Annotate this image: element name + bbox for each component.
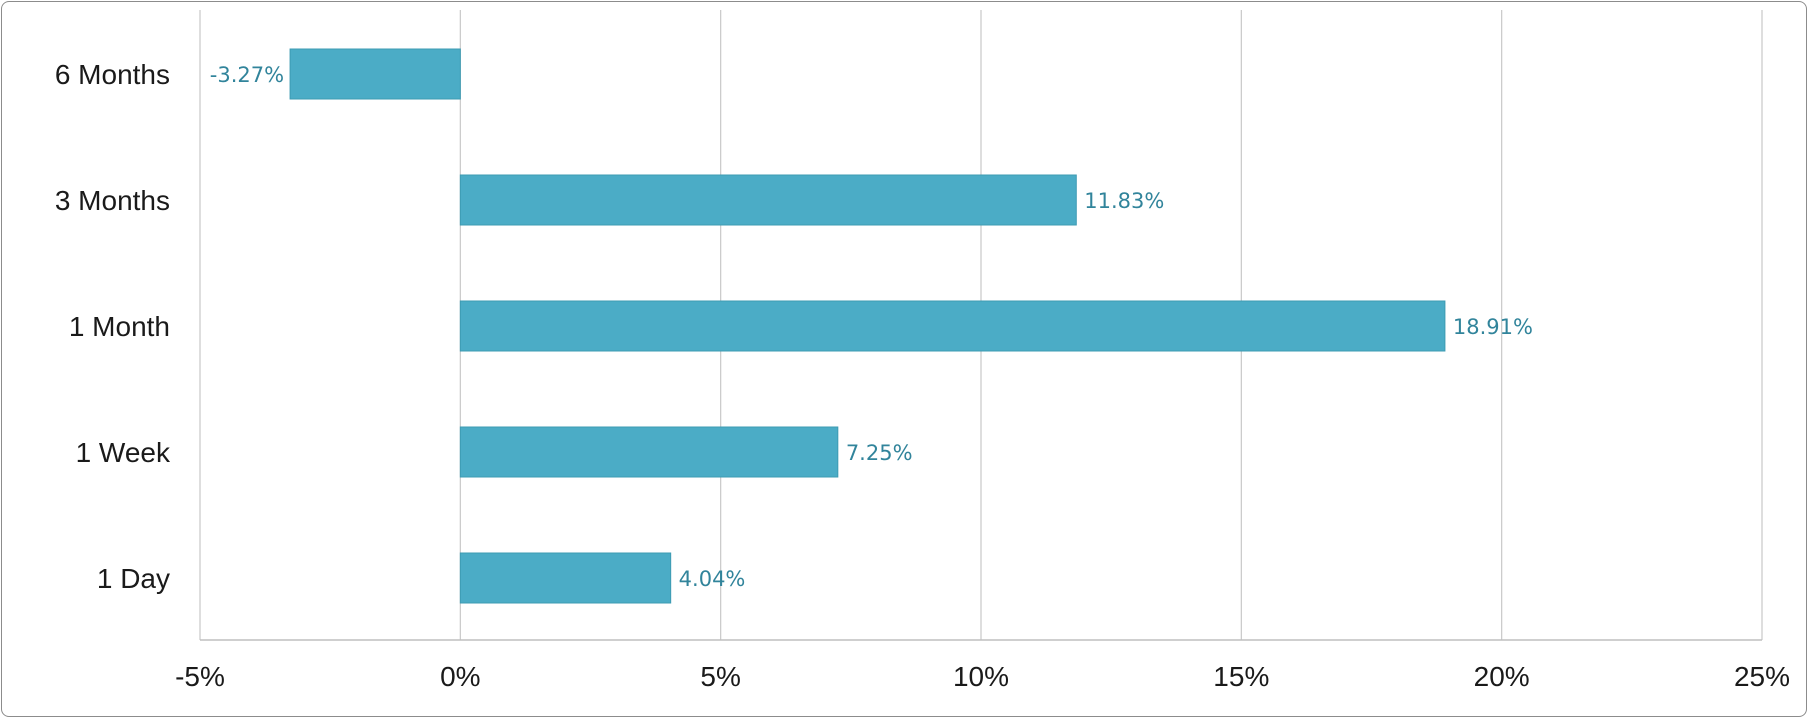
category-label: 1 Day (97, 563, 170, 594)
bar (459, 300, 1446, 352)
bar (459, 552, 672, 604)
x-tick-label: 0% (440, 661, 480, 692)
data-label: 7.25% (846, 441, 913, 465)
x-tick-label: -5% (175, 661, 225, 692)
x-tick-label: 20% (1474, 661, 1530, 692)
x-tick-label: 25% (1734, 661, 1790, 692)
category-label: 6 Months (55, 59, 170, 90)
category-label: 1 Month (69, 311, 170, 342)
category-label: 1 Week (76, 437, 171, 468)
data-label: 11.83% (1084, 189, 1164, 213)
bar (289, 48, 461, 100)
data-label: 4.04% (679, 567, 746, 591)
data-label: -3.27% (210, 63, 284, 87)
x-tick-label: 10% (953, 661, 1009, 692)
x-tick-label: 15% (1213, 661, 1269, 692)
bar (459, 426, 839, 478)
bar (459, 174, 1077, 226)
category-label: 3 Months (55, 185, 170, 216)
labels: 6 Months -3.27% 3 Months 11.83% 1 Month 18.91… (55, 59, 1533, 594)
x-tick-label: 5% (700, 661, 740, 692)
bars (289, 48, 1446, 604)
x-axis: -5% 0% 5% 10% 15% 20% 25% (175, 639, 1790, 692)
data-label: 18.91% (1453, 315, 1533, 339)
